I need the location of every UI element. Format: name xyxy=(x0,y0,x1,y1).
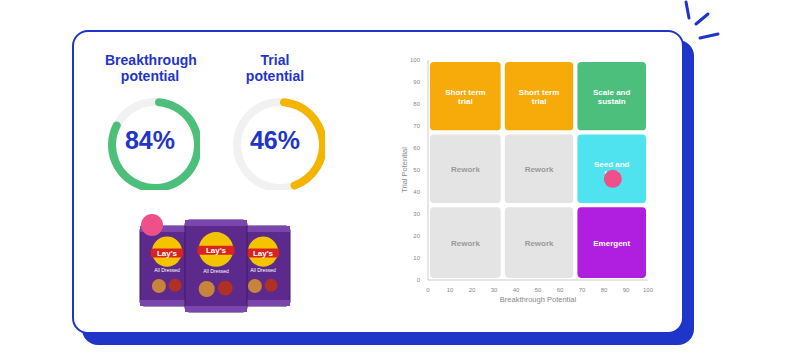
svg-text:70: 70 xyxy=(413,123,420,129)
svg-text:20: 20 xyxy=(413,233,420,239)
svg-text:100: 100 xyxy=(410,57,421,63)
svg-text:Short termtrial: Short termtrial xyxy=(519,88,559,106)
html-text:test: test xyxy=(604,169,619,179)
svg-text:10: 10 xyxy=(447,287,454,293)
svg-text:Rework: Rework xyxy=(451,165,480,174)
svg-text:100: 100 xyxy=(643,287,654,293)
svg-text:Emergent: Emergent xyxy=(593,239,630,248)
svg-text:Short termtrial: Short termtrial xyxy=(445,88,485,106)
svg-text:40: 40 xyxy=(413,189,420,195)
html-text:Trial potential: Trial potential xyxy=(245,52,305,84)
html-text:46%: 46% xyxy=(250,125,300,154)
svg-text:20: 20 xyxy=(469,287,476,293)
svg-text:60: 60 xyxy=(413,145,420,151)
svg-text:70: 70 xyxy=(579,287,586,293)
svg-text:50: 50 xyxy=(413,167,420,173)
html-text:84%: 84% xyxy=(125,125,175,154)
svg-text:80: 80 xyxy=(413,101,420,107)
svg-text:Scale andsustain: Scale andsustain xyxy=(593,88,630,106)
svg-text:60: 60 xyxy=(557,287,564,293)
svg-text:Lay's: Lay's xyxy=(157,249,178,258)
svg-text:Breakthrough Potential: Breakthrough Potential xyxy=(500,295,577,304)
svg-text:Rework: Rework xyxy=(525,165,554,174)
svg-text:0: 0 xyxy=(426,287,430,293)
svg-text:Trial Potential: Trial Potential xyxy=(400,147,409,193)
svg-text:30: 30 xyxy=(413,211,420,217)
svg-text:40: 40 xyxy=(513,287,520,293)
svg-text:All Dressed: All Dressed xyxy=(203,268,229,274)
svg-text:Lay's: Lay's xyxy=(253,249,274,258)
svg-text:80: 80 xyxy=(601,287,608,293)
svg-text:0: 0 xyxy=(417,277,421,283)
svg-text:90: 90 xyxy=(413,79,420,85)
svg-text:10: 10 xyxy=(413,255,420,261)
svg-text:All Dressed: All Dressed xyxy=(250,267,276,273)
svg-text:90: 90 xyxy=(623,287,630,293)
svg-text:30: 30 xyxy=(491,287,498,293)
html-text:Seed and: Seed and xyxy=(593,160,630,170)
html-text:Breakthrough potential: Breakthrough potential xyxy=(105,52,197,84)
svg-text:Rework: Rework xyxy=(525,239,554,248)
svg-text:50: 50 xyxy=(535,287,542,293)
svg-text:Rework: Rework xyxy=(451,239,480,248)
svg-text:All Dressed: All Dressed xyxy=(154,267,180,273)
svg-text:Lay's: Lay's xyxy=(206,246,227,255)
